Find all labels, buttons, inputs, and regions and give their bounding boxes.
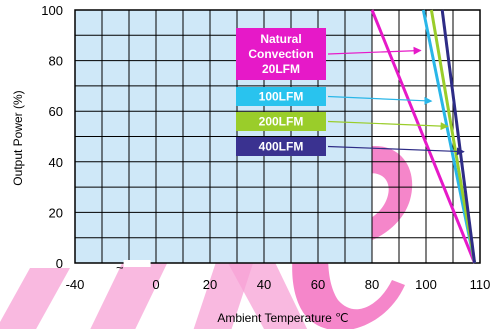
legend-arrow-4 xyxy=(327,145,465,156)
y-tick-label: 20 xyxy=(49,205,63,220)
y-tick-label: 40 xyxy=(49,155,63,170)
axis-break: ~ xyxy=(116,260,124,275)
legend-arrow-3 xyxy=(327,120,449,131)
series-line-4 xyxy=(440,9,477,264)
legend-label: Convection xyxy=(248,47,313,61)
x-tick-label: 100 xyxy=(415,277,437,292)
legend-label: Natural xyxy=(260,32,301,46)
x-tick-label: -40 xyxy=(66,277,85,292)
axis-break-gap xyxy=(123,260,151,267)
series-line-3 xyxy=(429,9,477,264)
legend-box-1 xyxy=(236,28,326,80)
y-tick-label: 100 xyxy=(41,3,63,18)
x-tick-label: 0 xyxy=(152,277,159,292)
plot-border xyxy=(74,9,481,264)
legend-arrow-1 xyxy=(327,46,422,55)
legend-box-3 xyxy=(236,112,326,131)
y-axis-label: Output Power (%) xyxy=(11,90,25,185)
legend-label: 20LFM xyxy=(262,62,300,76)
y-tick-label: 0 xyxy=(56,256,63,271)
watermark-stroke-1 xyxy=(0,268,70,329)
y-tick-label: 80 xyxy=(49,54,63,69)
axis-break-mark: ~ xyxy=(116,260,124,275)
x-tick-label: 80 xyxy=(365,277,379,292)
x-tick-label: 110 xyxy=(470,277,491,292)
legend-label: 200LFM xyxy=(259,115,304,129)
legend-label: 400LFM xyxy=(259,140,304,154)
y-tick-label: 60 xyxy=(49,104,63,119)
x-tick-label: 60 xyxy=(311,277,325,292)
legend-label: 100LFM xyxy=(259,90,304,104)
legend-arrow-2 xyxy=(327,95,433,105)
x-tick-label: 20 xyxy=(203,277,217,292)
x-axis-label: Ambient Temperature ℃ xyxy=(217,311,348,325)
legend-box-2 xyxy=(236,87,326,106)
x-tick-label: 40 xyxy=(257,277,271,292)
legend-box-4 xyxy=(236,137,326,156)
